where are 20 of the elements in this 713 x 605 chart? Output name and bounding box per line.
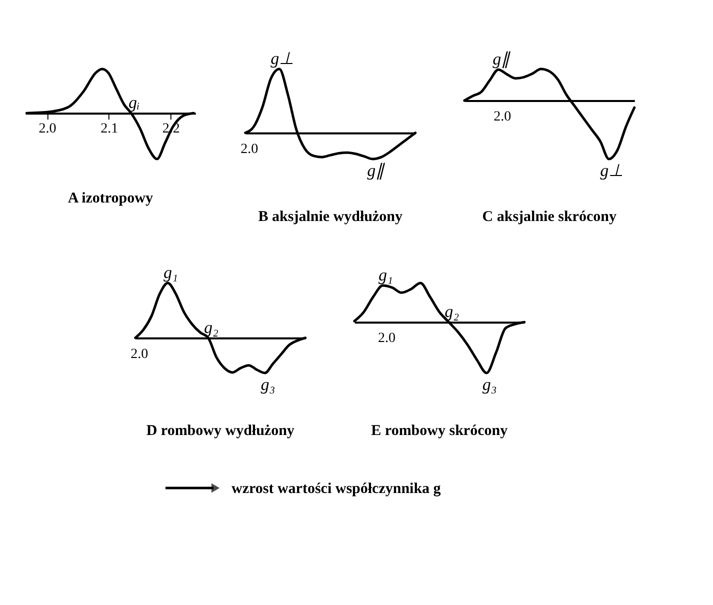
text: D rombowy wydłużony	[146, 423, 295, 439]
annotation: g₃	[260, 375, 276, 394]
annotation: g₁	[378, 266, 393, 285]
text: E rombowy skrócony	[371, 423, 508, 439]
annotation: g⊥	[600, 161, 624, 180]
annotation: 2.0	[378, 331, 396, 346]
annotation: g∥	[367, 161, 386, 180]
text: wzrost wartości współczynnika g	[232, 481, 442, 497]
text: A izotropowy	[68, 190, 154, 206]
annotation: 2.0	[240, 142, 258, 157]
x-tick-label: 2.0	[38, 122, 56, 137]
text: B aksjalnie wydłużony	[258, 209, 403, 225]
x-tick-label: 2.1	[100, 122, 118, 137]
annotation: 2.0	[130, 346, 148, 362]
annotation: g∥	[492, 50, 512, 69]
annotation: g₃	[482, 375, 497, 394]
annotation: 2.0	[494, 110, 512, 125]
text: C aksjalnie skrócony	[482, 209, 617, 225]
annotation: g₁	[164, 263, 178, 282]
annotation: g⊥	[270, 49, 294, 68]
